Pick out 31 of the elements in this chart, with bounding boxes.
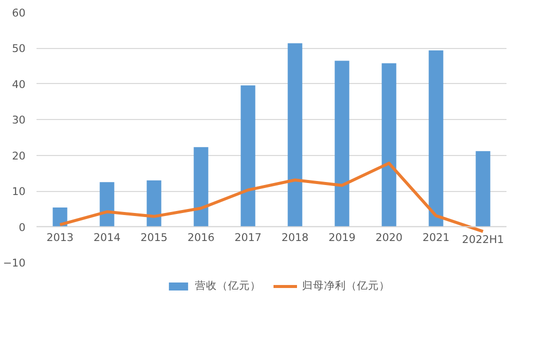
x-tick-label: 2017 bbox=[234, 230, 262, 244]
legend-label: 归母净利（亿元） bbox=[302, 279, 390, 293]
y-tick-label: 10 bbox=[12, 185, 26, 198]
x-tick-label: 2013 bbox=[46, 230, 74, 244]
bar bbox=[194, 147, 208, 227]
x-tick-label: 2022H1 bbox=[462, 232, 504, 246]
x-tick-label: 2020 bbox=[375, 230, 403, 244]
bar bbox=[382, 63, 396, 227]
bar bbox=[334, 60, 350, 227]
y-tick-label: 30 bbox=[12, 114, 26, 127]
x-tick-label: 2018 bbox=[281, 230, 309, 244]
y-tick-label: 40 bbox=[12, 78, 26, 91]
bar bbox=[52, 208, 68, 227]
y-tick-label: 50 bbox=[12, 42, 26, 56]
x-tick-label: 2014 bbox=[93, 230, 121, 244]
y-tick-label: −10 bbox=[3, 256, 26, 270]
x-tick-label: 2015 bbox=[140, 230, 168, 244]
bar bbox=[100, 182, 114, 227]
legend-label: 营收（亿元） bbox=[195, 279, 261, 293]
y-tick-label: 60 bbox=[12, 6, 26, 20]
y-tick-label: 20 bbox=[12, 149, 26, 162]
x-tick-label: 2019 bbox=[328, 230, 356, 244]
x-tick-label: 2021 bbox=[422, 230, 450, 244]
bar bbox=[288, 43, 302, 227]
line-series bbox=[58, 162, 484, 233]
bar bbox=[476, 151, 490, 227]
bar bbox=[240, 85, 256, 227]
bar bbox=[146, 180, 162, 227]
x-tick-label: 2016 bbox=[187, 230, 215, 244]
bar bbox=[428, 50, 444, 227]
y-tick-label: 0 bbox=[18, 220, 26, 234]
